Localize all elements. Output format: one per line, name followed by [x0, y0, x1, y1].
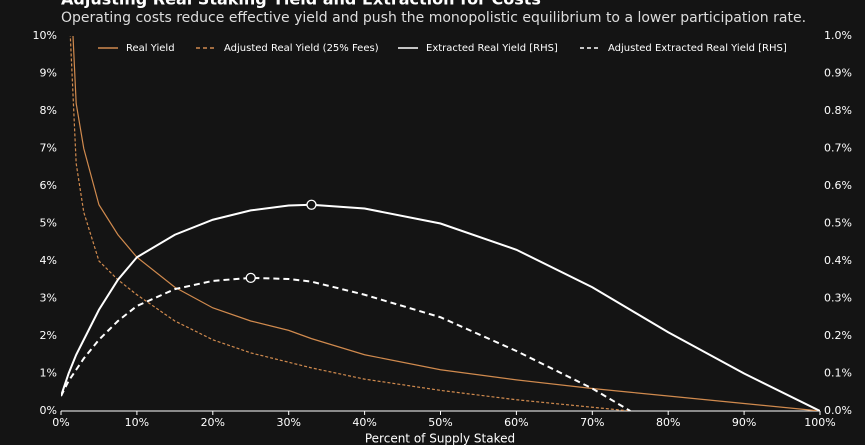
x-tick-label: 0% [52, 416, 69, 429]
series-line [61, 203, 820, 411]
series-line [72, 36, 820, 411]
x-tick-label: 70% [580, 416, 604, 429]
y2-tick-label: 0.6% [824, 179, 852, 192]
y-tick-label: 0% [40, 404, 57, 417]
y2-tick-label: 0.9% [824, 67, 852, 80]
x-tick-label: 40% [352, 416, 376, 429]
y-tick-label: 3% [40, 292, 57, 305]
y2-tick-label: 0.1% [824, 367, 852, 380]
y2-tick-label: 0.8% [824, 104, 852, 117]
legend-label: Adjusted Extracted Real Yield [RHS] [608, 43, 787, 54]
y-tick-label: 6% [40, 179, 57, 192]
plot-area [61, 36, 820, 411]
x-tick-label: 10% [125, 416, 149, 429]
y-tick-label: 1% [40, 367, 57, 380]
x-tick-label: 100% [804, 416, 835, 429]
y-tick-label: 7% [40, 142, 57, 155]
y-tick-label: 4% [40, 254, 57, 267]
x-tick-label: 20% [201, 416, 225, 429]
x-tick-label: 80% [656, 416, 680, 429]
y-tick-label: 9% [40, 67, 57, 80]
y2-tick-label: 0.7% [824, 142, 852, 155]
x-tick-label: 50% [428, 416, 452, 429]
y2-tick-label: 0.2% [824, 329, 852, 342]
legend-label: Extracted Real Yield [RHS] [426, 43, 558, 54]
y2-tick-label: 0.0% [824, 404, 852, 417]
y-tick-label: 2% [40, 329, 57, 342]
y-tick-label: 10% [33, 29, 57, 42]
chart-subtitle: Operating costs reduce effective yield a… [61, 10, 806, 26]
peak-marker [306, 199, 317, 210]
x-tick-label: 90% [732, 416, 756, 429]
y2-tick-label: 0.4% [824, 254, 852, 267]
x-tick-label: 60% [504, 416, 528, 429]
y2-tick-label: 0.3% [824, 292, 852, 305]
y2-tick-label: 1.0% [824, 29, 852, 42]
legend-label: Real Yield [126, 43, 175, 54]
x-tick-label: 30% [276, 416, 300, 429]
x-axis-label: Percent of Supply Staked [365, 432, 515, 445]
legend-label: Adjusted Real Yield (25% Fees) [224, 43, 379, 54]
chart-title: Adjusting Real Staking Yield and Extract… [61, 0, 541, 9]
y-tick-label: 5% [40, 217, 57, 230]
y-tick-label: 8% [40, 104, 57, 117]
peak-marker [245, 272, 256, 284]
y2-tick-label: 0.5% [824, 217, 852, 230]
series-line [69, 36, 631, 411]
